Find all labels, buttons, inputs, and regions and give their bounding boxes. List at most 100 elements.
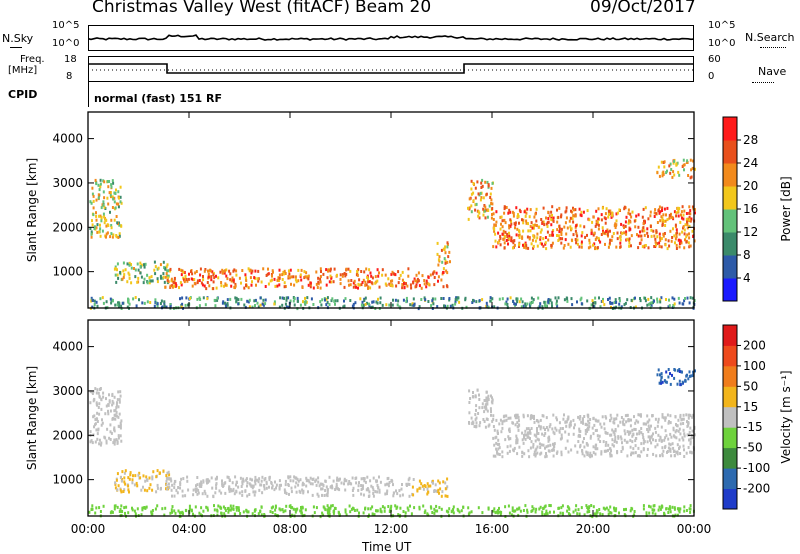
power-data-cell bbox=[488, 204, 491, 208]
velocity-data-cell bbox=[268, 478, 271, 482]
power-data-cell bbox=[445, 269, 448, 273]
velocity-data-cell bbox=[514, 423, 517, 427]
power-data-cell bbox=[444, 251, 447, 255]
velocity-data-cell bbox=[152, 470, 155, 474]
velocity-data-cell bbox=[532, 507, 535, 511]
power-data-cell bbox=[127, 299, 129, 303]
power-data-cell bbox=[184, 277, 187, 281]
power-data-cell bbox=[604, 221, 607, 225]
velocity-data-cell bbox=[248, 482, 251, 486]
velocity-y-tick-label: 1000 bbox=[52, 473, 83, 487]
power-data-cell bbox=[601, 206, 604, 210]
velocity-colorbar-title: Velocity [m s⁻¹] bbox=[779, 370, 793, 463]
velocity-data-cell bbox=[495, 418, 498, 422]
velocity-data-cell bbox=[138, 471, 141, 475]
power-data-cell bbox=[126, 280, 129, 284]
velocity-data-cell bbox=[438, 491, 440, 495]
velocity-data-cell bbox=[374, 490, 377, 494]
velocity-data-cell bbox=[127, 488, 130, 492]
velocity-data-cell bbox=[501, 422, 504, 426]
velocity-data-cell bbox=[117, 415, 120, 419]
power-data-cell bbox=[278, 279, 280, 282]
power-data-cell bbox=[278, 305, 281, 309]
velocity-data-cell bbox=[490, 394, 492, 398]
nsky-label: N.Sky bbox=[2, 32, 34, 45]
power-data-cell bbox=[609, 238, 612, 242]
velocity-data-cell bbox=[344, 508, 347, 512]
velocity-data-cell bbox=[270, 482, 273, 485]
velocity-data-cell bbox=[332, 479, 335, 483]
velocity-data-cell bbox=[621, 447, 624, 451]
velocity-data-cell bbox=[337, 478, 340, 482]
power-data-cell bbox=[188, 272, 190, 276]
power-data-cell bbox=[531, 226, 534, 230]
velocity-x-tick-label: 12:00 bbox=[374, 522, 409, 536]
velocity-data-cell bbox=[441, 490, 444, 494]
power-data-cell bbox=[529, 305, 531, 309]
velocity-data-cell bbox=[678, 427, 681, 431]
velocity-data-cell bbox=[326, 490, 329, 494]
velocity-data-cell bbox=[186, 479, 189, 483]
power-data-cell bbox=[283, 269, 286, 273]
velocity-data-cell bbox=[479, 421, 482, 425]
velocity-data-cell bbox=[687, 413, 690, 417]
velocity-data-cell bbox=[533, 420, 536, 424]
power-data-cell bbox=[654, 237, 657, 241]
velocity-data-cell bbox=[304, 508, 307, 512]
power-data-cell bbox=[580, 296, 583, 300]
velocity-data-cell bbox=[481, 402, 484, 406]
power-data-cell bbox=[287, 275, 290, 279]
power-data-cell bbox=[217, 276, 220, 280]
velocity-data-cell bbox=[388, 481, 391, 484]
nsky-legend-line bbox=[10, 47, 22, 48]
velocity-data-cell bbox=[395, 506, 398, 510]
power-data-cell bbox=[185, 296, 188, 300]
power-data-cell bbox=[171, 284, 174, 288]
power-data-cell bbox=[606, 228, 609, 232]
power-data-cell bbox=[489, 299, 492, 303]
velocity-x-tick-label: 16:00 bbox=[475, 522, 510, 536]
velocity-data-cell bbox=[213, 504, 215, 508]
power-data-cell bbox=[470, 192, 473, 196]
power-data-cell bbox=[142, 281, 145, 285]
power-data-cell bbox=[639, 230, 641, 234]
power-data-cell bbox=[122, 269, 125, 273]
velocity-data-cell bbox=[559, 511, 562, 515]
velocity-data-cell bbox=[676, 452, 679, 456]
power-data-cell bbox=[432, 302, 435, 306]
velocity-data-cell bbox=[371, 505, 374, 509]
power-data-cell bbox=[178, 267, 181, 271]
power-data-cell bbox=[232, 280, 235, 284]
velocity-data-cell bbox=[541, 510, 544, 514]
power-data-cell bbox=[690, 175, 693, 179]
power-data-cell bbox=[179, 297, 181, 301]
velocity-data-cell bbox=[559, 437, 562, 441]
velocity-data-cell bbox=[595, 509, 598, 513]
velocity-data-cell bbox=[640, 450, 643, 454]
velocity-data-cell bbox=[268, 485, 270, 489]
power-data-cell bbox=[551, 213, 553, 217]
velocity-data-cell bbox=[452, 505, 455, 509]
cpid-value: normal (fast) 151 RF bbox=[94, 92, 222, 105]
velocity-data-cell bbox=[508, 437, 510, 441]
velocity-data-cell bbox=[444, 481, 447, 485]
power-data-cell bbox=[527, 246, 530, 250]
power-data-cell bbox=[663, 160, 666, 164]
velocity-data-cell bbox=[91, 441, 94, 445]
power-data-cell bbox=[665, 298, 667, 301]
power-data-cell bbox=[516, 215, 519, 219]
velocity-data-cell bbox=[496, 442, 499, 446]
velocity-data-cell bbox=[599, 512, 602, 516]
velocity-data-cell bbox=[242, 477, 245, 481]
velocity-data-cell bbox=[215, 483, 218, 487]
power-data-cell bbox=[649, 302, 652, 306]
power-data-cell bbox=[646, 231, 649, 235]
power-data-cell bbox=[619, 241, 622, 245]
power-data-cell bbox=[306, 296, 309, 300]
velocity-data-cell bbox=[392, 494, 395, 498]
power-data-cell bbox=[685, 240, 688, 244]
velocity-data-cell bbox=[624, 432, 627, 436]
velocity-data-cell bbox=[273, 488, 276, 492]
velocity-data-cell bbox=[524, 429, 527, 433]
velocity-data-cell bbox=[539, 418, 542, 422]
